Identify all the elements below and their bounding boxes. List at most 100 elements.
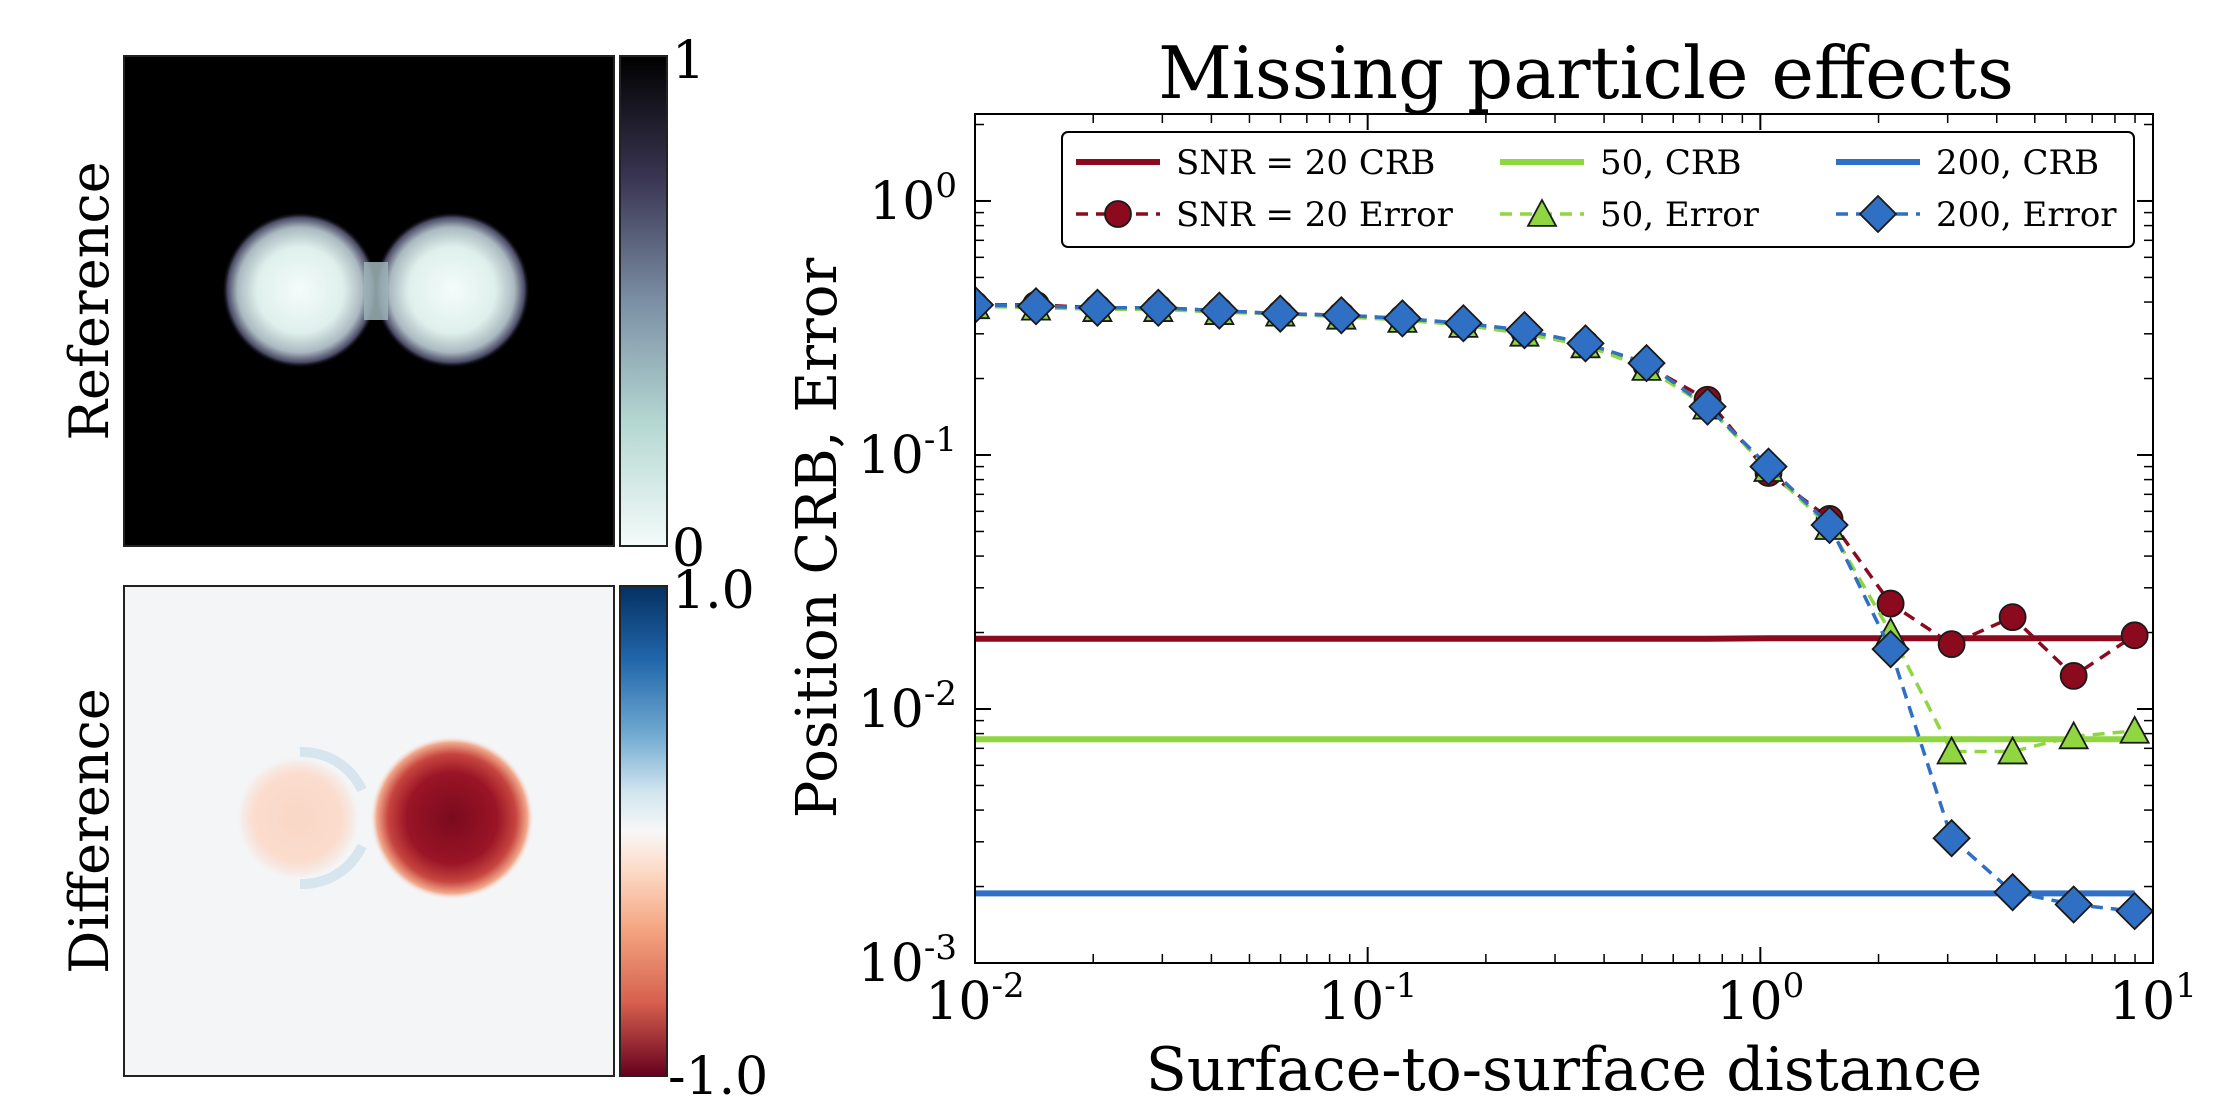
reference-particle-bridge [364,262,388,320]
data-point-200-error [1688,387,1727,426]
y-tick-label: 10-3 [858,928,957,994]
difference-ring-top [299,746,367,793]
series-200-error [975,285,2153,931]
legend-swatch-marker [1526,198,1558,227]
data-point-snr-20-error [1937,630,1966,659]
x-tick-label-exponent: -1 [1384,966,1417,1006]
series-line-200-error [975,303,2135,913]
data-point-200-error [1932,818,1971,858]
legend-item-200-error: 200, Error [1836,194,2117,235]
data-point-200-error [1444,304,1483,343]
x-tick-label-base: 10 [2109,972,2175,1032]
data-point-200-error [1871,629,1910,669]
data-point-50-error [1997,735,2029,765]
series-line-50-error [975,304,2135,754]
legend-label: SNR = 20 CRB [1176,143,1435,183]
data-point-200-error [1139,288,1178,327]
data-point-50-error [2119,714,2151,744]
difference-colorbar-max-label: 1.0 [672,561,755,621]
y-tick-label-exponent: -3 [924,928,957,968]
legend-item-snr-20-error: SNR = 20 Error [1076,195,1454,235]
series-layer [975,285,2153,931]
y-axis-label: Position CRB, Error [785,258,850,819]
legend-label: 50, Error [1600,195,1760,235]
data-point-200-error [1810,505,1849,545]
reference-label: Reference [58,161,121,440]
minor-ticks [975,114,2153,963]
data-point-snr-20-error [1998,603,2027,632]
data-point-snr-20-error [2059,661,2088,690]
x-tick-label-exponent: 0 [1783,966,1805,1006]
data-point-200-error [1383,299,1422,338]
difference-ring-bottom [299,843,367,890]
legend-item-snr-20-crb: SNR = 20 CRB [1076,143,1435,183]
data-point-200-error [1627,343,1666,383]
legend-item-50-error: 50, Error [1500,195,1760,235]
reference-particle-left [222,212,378,368]
legend-item-200-crb: 200, CRB [1836,143,2099,183]
x-tick-label: 10-1 [1318,966,1417,1032]
data-point-200-error [1200,291,1239,330]
data-point-200-error [1566,324,1605,363]
y-tick-label-base: 10 [858,426,924,486]
series-50-error [975,290,2151,765]
data-point-snr-20-error [2120,621,2149,650]
line-chart: Missing particle effects Position CRB, E… [785,31,2197,1105]
legend-swatch-marker [1858,194,1898,234]
difference-particle-left [236,756,360,880]
y-tick-label: 10-1 [858,420,957,486]
difference-image [123,585,615,1077]
series-line-snr-20-error [975,303,2136,678]
legend-item-50-crb: 50, CRB [1500,143,1741,183]
data-point-200-error [1993,872,2032,912]
reference-colorbar [619,55,668,547]
legend-label: SNR = 20 Error [1176,195,1454,235]
chart-title: Missing particle effects [1158,31,2014,115]
difference-colorbar [619,585,668,1077]
data-point-200-error [1016,287,1056,326]
data-point-200-error [2054,885,2093,924]
data-point-200-error [1322,295,1361,335]
x-tick-label-base: 10 [1318,972,1384,1032]
x-tick-label: 101 [2109,966,2197,1032]
reference-particle-right [374,212,530,368]
x-tick-label-base: 10 [1716,972,1782,1032]
data-point-200-error [1505,310,1544,350]
x-tick-label: 100 [1716,966,1804,1032]
data-point-200-error [1078,288,1117,327]
difference-colorbar-min-label: -1.0 [668,1047,768,1107]
y-tick-label-exponent: -1 [924,420,957,460]
y-tick-label-exponent: 0 [935,166,957,206]
legend-swatch-marker [1104,200,1132,228]
y-tick-label-base: 10 [858,680,924,740]
difference-particle-right [370,736,534,900]
data-point-50-error [2058,720,2090,750]
difference-panel: Difference 1.0 -1.0 [58,561,768,1107]
legend-label: 200, Error [1936,195,2117,235]
y-tick-label-exponent: -2 [924,674,957,714]
y-tick-label-base: 10 [869,172,935,232]
y-tick-label-base: 10 [858,934,924,994]
data-point-200-error [1749,447,1788,486]
legend-label: 50, CRB [1600,143,1741,183]
x-tick-label-exponent: -2 [992,966,1025,1006]
x-tick-label-exponent: 1 [2175,966,2197,1006]
data-point-50-error [1936,735,1968,765]
reference-colorbar-min-label: 0 [672,519,705,579]
reference-panel: Reference 1 0 [58,31,705,579]
reference-colorbar-max-label: 1 [672,31,705,91]
plot-frame [974,113,2154,964]
legend-label: 200, CRB [1936,143,2099,183]
data-point-200-error [2115,891,2153,931]
x-tick-label: 10-2 [925,966,1024,1032]
series-snr-20-error [975,290,2149,690]
y-tick-label: 100 [869,166,957,232]
x-axis-label: Surface-to-surface distance [1146,1035,1983,1105]
data-point-200-error [1260,294,1300,333]
y-tick-label: 10-2 [858,674,957,740]
legend: SNR = 20 CRB SNR = 20 Error 50, CRB 50, Err… [1061,131,2135,248]
difference-label: Difference [58,688,121,974]
data-point-snr-20-error [1876,589,1905,618]
